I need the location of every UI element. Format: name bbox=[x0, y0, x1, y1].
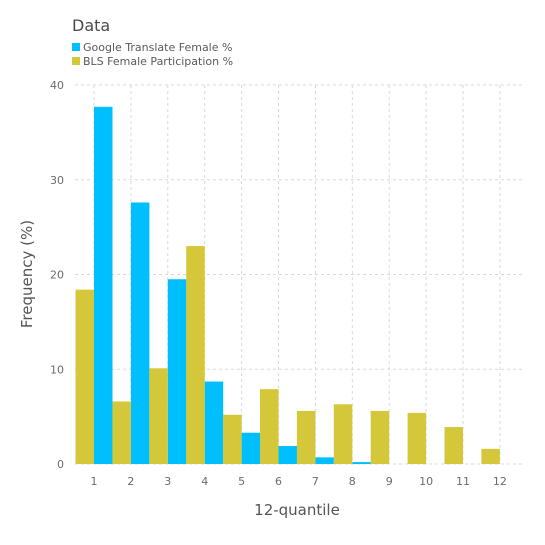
x-axis-label: 12-quantile bbox=[254, 501, 340, 519]
y-tick-label: 30 bbox=[50, 174, 64, 187]
bars bbox=[75, 106, 500, 465]
x-tick-label: 11 bbox=[456, 475, 470, 488]
bar-google-translate-8 bbox=[352, 462, 371, 464]
bar-bls-6 bbox=[260, 389, 279, 464]
legend-label-google-translate: Google Translate Female % bbox=[83, 41, 232, 54]
bar-bls-9 bbox=[370, 410, 390, 464]
bar-bls-3 bbox=[149, 368, 168, 464]
x-tick-label: 7 bbox=[312, 475, 319, 488]
x-tick-label: 3 bbox=[164, 475, 171, 488]
x-tick-label: 2 bbox=[127, 475, 134, 488]
y-tick-label: 40 bbox=[50, 79, 64, 92]
x-tick-label: 1 bbox=[91, 475, 98, 488]
bar-bls-1 bbox=[75, 289, 94, 464]
bar-bls-7 bbox=[296, 410, 316, 464]
bar-bls-5 bbox=[223, 414, 242, 464]
bar-bls-2 bbox=[112, 401, 131, 464]
bar-google-translate-3 bbox=[167, 279, 187, 464]
legend-label-bls: BLS Female Participation % bbox=[83, 55, 233, 68]
y-axis-ticks: 0 10 20 30 40 bbox=[50, 79, 64, 471]
bar-google-translate-5 bbox=[241, 432, 261, 464]
x-tick-label: 5 bbox=[238, 475, 245, 488]
x-axis-ticks: 1 2 3 4 5 6 7 8 9 10 11 12 bbox=[91, 475, 507, 488]
bar-google-translate-4 bbox=[204, 381, 224, 464]
x-tick-label: 6 bbox=[275, 475, 282, 488]
x-tick-label: 4 bbox=[201, 475, 208, 488]
x-tick-label: 8 bbox=[349, 475, 356, 488]
legend-swatch-bls bbox=[72, 57, 80, 65]
bar-google-translate-6 bbox=[278, 445, 297, 464]
y-tick-label: 0 bbox=[57, 458, 64, 471]
x-tick-label: 10 bbox=[419, 475, 433, 488]
y-tick-label: 10 bbox=[50, 363, 64, 376]
bar-bls-4 bbox=[186, 246, 205, 464]
x-tick-label: 12 bbox=[493, 475, 507, 488]
bar-google-translate-7 bbox=[315, 457, 334, 464]
bar-google-translate-1 bbox=[94, 106, 113, 464]
legend-swatch-google-translate bbox=[72, 43, 80, 51]
y-tick-label: 20 bbox=[50, 269, 64, 282]
legend-title: Data bbox=[72, 16, 110, 35]
bar-bls-11 bbox=[444, 427, 463, 464]
bar-google-translate-2 bbox=[130, 202, 150, 465]
bar-bls-8 bbox=[333, 404, 353, 464]
bar-bls-12 bbox=[481, 448, 500, 464]
bar-bls-10 bbox=[407, 412, 427, 464]
y-axis-label: Frequency (%) bbox=[18, 220, 36, 328]
x-tick-label: 9 bbox=[386, 475, 393, 488]
